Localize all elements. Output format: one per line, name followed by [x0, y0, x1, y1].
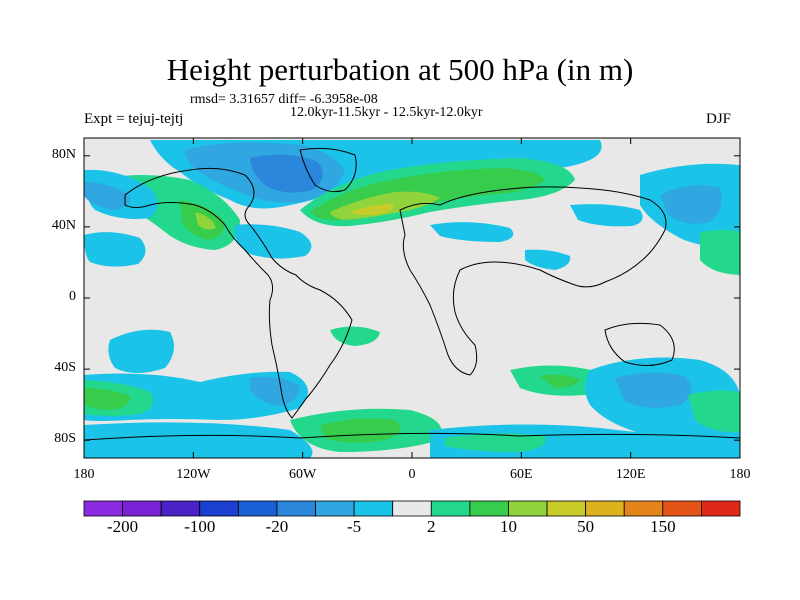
contour-region: [445, 433, 546, 452]
contour-region: [84, 232, 146, 267]
colorbar-swatch: [160, 500, 201, 517]
colorbar-swatch: [392, 500, 432, 517]
longitude-label: 120E: [615, 467, 646, 482]
contour-region: [84, 422, 313, 458]
period-line: 12.0kyr-11.5kyr - 12.5kyr-12.0kyr: [290, 105, 483, 120]
latitude-label: 40S: [54, 360, 76, 376]
contour-region: [660, 185, 722, 224]
contour-region: [350, 204, 394, 216]
colorbar-label: 50: [577, 517, 595, 536]
latitude-label: 40N: [51, 217, 76, 233]
colorbar-swatch: [353, 500, 394, 517]
contour-region: [234, 224, 312, 259]
colorbar-swatch: [122, 500, 162, 517]
contour-region: [84, 182, 131, 210]
contour-region: [525, 249, 571, 270]
contour-region: [195, 212, 216, 230]
latitude-label: 80N: [51, 146, 76, 162]
contour-region: [250, 377, 300, 406]
colorbar-swatch: [276, 500, 316, 517]
coastlines: [84, 147, 740, 441]
contour-field: [84, 138, 740, 458]
contour-region: [320, 418, 401, 443]
colorbar-swatch: [623, 500, 664, 517]
colorbar-swatch: [315, 500, 355, 517]
contour-region: [108, 329, 174, 373]
contour-region: [540, 374, 580, 388]
colorbar-swatch: [701, 500, 741, 517]
contour-region: [430, 222, 514, 242]
colorbar-label: -20: [265, 517, 289, 536]
contour-region: [688, 390, 740, 433]
longitude-label: 180: [73, 467, 95, 482]
colorbar: [83, 500, 741, 517]
contour-region: [330, 326, 380, 346]
longitude-label: 120W: [176, 467, 211, 482]
contour-region: [615, 372, 692, 408]
colorbar-swatch: [237, 500, 278, 517]
season-label: DJF: [706, 111, 732, 127]
colorbar-swatch: [508, 500, 548, 517]
longitude-label: 0: [408, 467, 416, 482]
colorbar-label: -200: [106, 517, 139, 536]
axis-ticks: [83, 138, 741, 458]
colorbar-swatch: [585, 500, 625, 517]
contour-region: [84, 388, 131, 410]
colorbar-swatch: [469, 500, 509, 517]
contour-region: [700, 230, 740, 275]
longitude-label: 60W: [289, 467, 317, 482]
stats-line: rmsd= 3.31657 diff= -6.3958e-08: [190, 92, 378, 107]
colorbar-label: -100: [184, 517, 216, 536]
colorbar-swatch: [662, 500, 702, 517]
latitude-label: 80S: [54, 431, 76, 447]
colorbar-label: -5: [347, 517, 362, 536]
experiment-label: Expt = tejuj-tejtj: [84, 111, 184, 127]
contour-region: [570, 204, 643, 227]
colorbar-label: 150: [650, 517, 676, 536]
longitude-label: 60E: [510, 467, 533, 482]
colorbar-swatch: [546, 500, 587, 517]
colorbar-swatch: [430, 500, 471, 517]
longitude-label: 180: [729, 467, 751, 482]
colorbar-label: 10: [499, 517, 517, 536]
latitude-label: 0: [69, 289, 76, 304]
colorbar-label: 2: [427, 517, 436, 536]
colorbar-swatch: [199, 500, 239, 517]
plot-title: Height perturbation at 500 hPa (in m): [166, 52, 634, 87]
colorbar-swatch: [83, 500, 123, 517]
